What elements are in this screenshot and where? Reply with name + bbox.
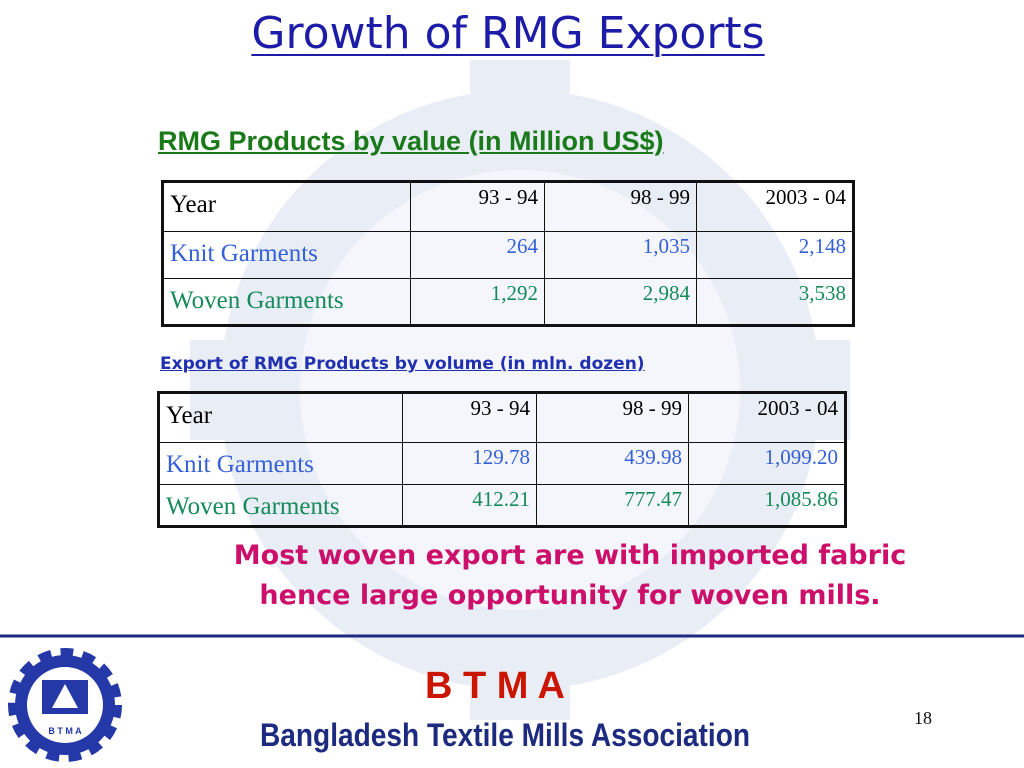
table-cell: 3,538 <box>696 278 854 326</box>
organization: Bangladesh Textile Mills Association <box>260 717 750 753</box>
table-row: Woven Garments 412.21 777.47 1,085.86 <box>158 484 846 527</box>
table-cell: 1,099.20 <box>688 442 846 485</box>
table-row: Woven Garments 1,292 2,984 3,538 <box>162 278 854 326</box>
table-cell: 2,148 <box>696 231 854 279</box>
header-cell: 2003 - 04 <box>696 181 854 232</box>
table-cell: Knit Garments <box>162 231 411 279</box>
table-cell: 129.78 <box>402 442 537 485</box>
table-cell: 439.98 <box>536 442 689 485</box>
header-cell: 93 - 94 <box>410 181 545 232</box>
table-cell: 1,292 <box>410 278 545 326</box>
header-row: Year 93 - 94 98 - 99 2003 - 04 <box>158 392 846 443</box>
header-cell: Year <box>162 181 411 232</box>
header-cell: Year <box>158 392 403 443</box>
table-caption: RMG Products by value (in Million US$) <box>158 126 664 156</box>
table-cell: 412.21 <box>402 484 537 527</box>
table-cell: 264 <box>410 231 545 279</box>
data-table: Year 93 - 94 98 - 99 2003 - 04 Knit Garments… <box>161 180 855 327</box>
note-line: Most woven export are with imported fabr… <box>233 540 907 571</box>
header-cell: 2003 - 04 <box>688 392 846 443</box>
logo-text: B T M A <box>48 726 82 736</box>
table-row: Knit Garments 129.78 439.98 1,099.20 <box>158 442 846 485</box>
table-cell: 2,984 <box>544 278 697 326</box>
header-row: Year 93 - 94 98 - 99 2003 - 04 <box>162 181 854 232</box>
table-cell: 777.47 <box>536 484 689 527</box>
table-cell: Woven Garments <box>162 278 411 326</box>
table-cell: Knit Garments <box>158 442 403 485</box>
header-cell: 98 - 99 <box>536 392 689 443</box>
table-cell: 1,085.86 <box>688 484 846 527</box>
header-cell: 98 - 99 <box>544 181 697 232</box>
slide-title: Growth of RMG Exports <box>251 8 765 59</box>
table-row: Knit Garments 264 1,035 2,148 <box>162 231 854 279</box>
data-table: Year 93 - 94 98 - 99 2003 - 04 Knit Garments… <box>157 391 847 528</box>
logo: B T M A <box>8 648 122 762</box>
note-line: hence large opportunity for woven mills. <box>259 580 881 611</box>
header-cell: 93 - 94 <box>402 392 537 443</box>
page-number: 18 <box>914 708 932 728</box>
table-cell: Woven Garments <box>158 484 403 527</box>
table-caption: Export of RMG Products by volume (in mln… <box>160 354 645 374</box>
acronym: B T M A <box>425 665 565 707</box>
table-cell: 1,035 <box>544 231 697 279</box>
